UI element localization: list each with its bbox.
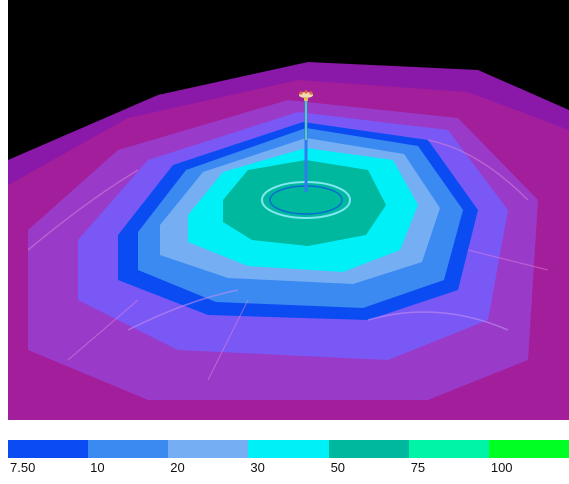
- legend-swatch: [488, 440, 569, 458]
- legend-label: 20: [170, 460, 185, 475]
- legend-swatch-row: [8, 440, 569, 458]
- terrain-ridge-6: [467, 249, 549, 271]
- terrain-ridge-5: [207, 299, 249, 381]
- terrain-ridge-4: [367, 311, 509, 331]
- legend-label: 100: [490, 460, 513, 475]
- terrain-ridge-3: [127, 289, 239, 331]
- coverage-scene: [8, 0, 569, 420]
- legend-label: 30: [250, 460, 265, 475]
- legend-label: 10: [90, 460, 105, 475]
- terrain-ridge-7: [67, 299, 139, 361]
- legend-label: 75: [410, 460, 426, 475]
- legend-swatch: [408, 440, 490, 458]
- legend-swatch: [248, 440, 330, 458]
- legend-swatch: [168, 440, 249, 458]
- antenna-head-icon: [299, 90, 313, 101]
- legend-swatch: [8, 440, 89, 458]
- color-legend: 7.50 10 20 30 50 75 100: [8, 440, 569, 480]
- legend-label: 7.50: [10, 460, 36, 475]
- coverage-3d-view[interactable]: [8, 0, 569, 420]
- coverage-band-8: [223, 160, 386, 246]
- terrain-ridge-1: [27, 169, 139, 251]
- legend-swatch: [328, 440, 410, 458]
- terrain-ridge-2: [427, 139, 529, 201]
- legend-label: 50: [330, 460, 346, 475]
- legend-swatch: [88, 440, 169, 458]
